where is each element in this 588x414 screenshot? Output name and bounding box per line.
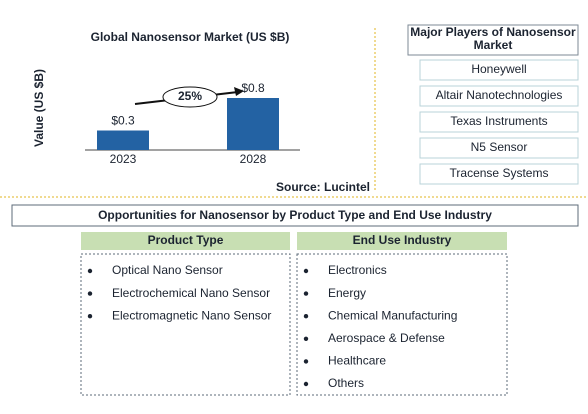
player-box <box>419 85 579 107</box>
list-item: Electronics <box>328 263 387 277</box>
bullet <box>87 314 93 319</box>
x-tick-label: 2023 <box>110 152 137 166</box>
bar <box>227 98 279 150</box>
players-header-box <box>407 24 579 56</box>
x-tick-label: 2028 <box>240 152 267 166</box>
player-box <box>419 59 579 81</box>
player-name: N5 Sensor <box>471 140 528 154</box>
list-item: Aerospace & Defense <box>328 331 445 345</box>
annotation-bubble <box>162 86 218 108</box>
player-box <box>419 137 579 159</box>
player-box <box>419 111 579 133</box>
player-name: Texas Instruments <box>450 114 547 128</box>
bullet <box>303 336 309 341</box>
bullet <box>303 314 309 319</box>
bullet <box>87 268 93 274</box>
column-header: End Use Industry <box>353 233 452 247</box>
column-list-box <box>296 253 508 396</box>
column-header-box <box>297 232 507 250</box>
source: Source: Lucintel <box>276 180 370 194</box>
player-name: Altair Nanotechnologies <box>436 88 563 102</box>
list-item: Electrochemical Nano Sensor <box>112 286 270 300</box>
bar <box>97 130 149 150</box>
player-name: Tracense Systems <box>450 166 549 180</box>
list-item: Energy <box>328 286 366 300</box>
arrow-head <box>234 87 244 96</box>
list-item: Optical Nano Sensor <box>112 263 223 277</box>
opportunities-title: Opportunities for Nanosensor by Product … <box>98 208 492 222</box>
opportunities-box <box>11 204 579 227</box>
chart-title: Global Nanosensor Market (US $B) <box>91 30 290 44</box>
column-header-box <box>81 232 290 250</box>
player-box <box>419 163 579 185</box>
value-label: $0.3 <box>111 114 135 128</box>
player-name: Honeywell <box>471 62 526 76</box>
bullet <box>303 359 309 364</box>
list-item: Chemical Manufacturing <box>328 308 457 322</box>
players-title-line: Market <box>474 38 513 52</box>
bullet <box>87 291 93 296</box>
players-title-line: Major Players of Nanosensor <box>410 25 576 39</box>
list-item: Healthcare <box>328 354 386 368</box>
bullet <box>303 291 309 296</box>
y-axis-label: Value (US $B) <box>32 69 46 147</box>
bullet <box>303 268 309 274</box>
players-title: Major Players of Nanosensor Market <box>410 25 576 52</box>
column-list-box <box>80 253 291 396</box>
bullet <box>303 381 309 387</box>
column-header: Product Type <box>148 233 224 247</box>
value-label: $0.8 <box>241 81 265 95</box>
list-item: Others <box>328 376 364 390</box>
list-item: Electromagnetic Nano Sensor <box>112 308 271 322</box>
annotation: 25% <box>178 89 202 103</box>
